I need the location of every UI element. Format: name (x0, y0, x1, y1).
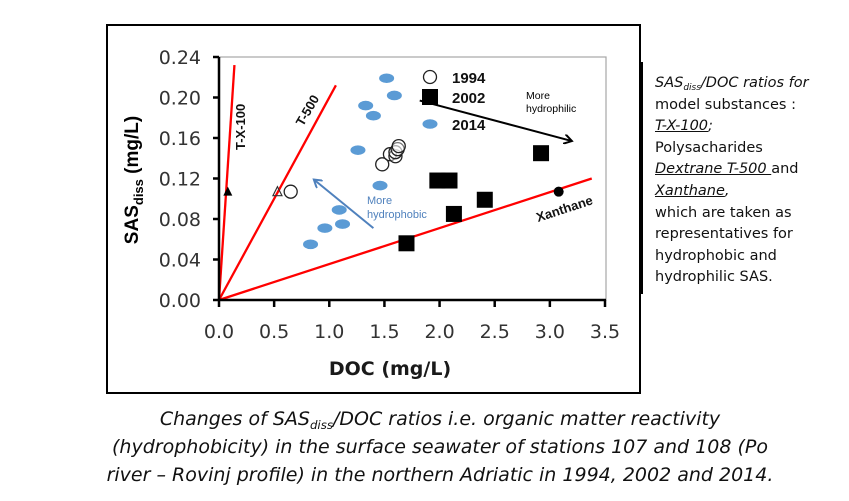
data-point-2014 (303, 239, 319, 250)
y-tick-label: 0.20 (159, 88, 201, 110)
x-tick-label: 3.0 (535, 321, 565, 343)
x-tick-label: 0.0 (204, 321, 234, 343)
marker-t-x-100 (223, 186, 233, 196)
annotation-more-hydrophobic-line2: hydrophobic (367, 209, 427, 221)
y-tick-label: 0.00 (159, 290, 201, 312)
reference-line-t-500 (217, 84, 337, 301)
xanthane-after: , (724, 182, 730, 199)
data-point-2014 (372, 180, 388, 191)
marker-xanthane (553, 186, 564, 197)
data-point-2002 (476, 191, 493, 208)
data-point-2014 (350, 145, 366, 155)
side-note-line-1: SASdiss/DOC ratios for (655, 73, 845, 95)
y-axis-label-main: SAS (122, 205, 143, 244)
caption-part2: /DOC ratios i.e. organic matter reactivi… (332, 408, 721, 430)
data-point-2002 (441, 172, 458, 189)
dextrane-after: and (771, 161, 799, 178)
data-point-2002 (429, 172, 446, 189)
reference-line-label-t-500: T-500 (293, 92, 323, 128)
x-tick-label: 1.0 (314, 321, 344, 343)
legend-label-2014: 2014 (452, 117, 486, 134)
side-note-line-9: hydrophobic and (655, 247, 777, 264)
x-tick-label: 0.5 (259, 321, 289, 343)
annotation-more-hydrophilic-line1: More (526, 90, 550, 102)
ratio-main: SAS (655, 75, 684, 91)
data-point-2014 (379, 73, 395, 84)
legend-label-1994: 1994 (452, 70, 486, 87)
caption-part1: Changes of SAS (159, 408, 310, 430)
side-note-line-5: Dextrane T-500 and (655, 159, 845, 181)
side-note-line-6: Xanthane, (655, 181, 845, 203)
y-tick-label: 0.04 (159, 250, 201, 272)
x-tick-label: 2.5 (480, 321, 510, 343)
caption-line-1: Changes of SASdiss/DOC ratios i.e. organ… (60, 405, 820, 433)
y-tick-label: 0.08 (159, 209, 201, 231)
data-point-2014 (335, 219, 351, 229)
side-note-line-4: Polysacharides (655, 139, 763, 156)
data-point-1994 (283, 184, 298, 199)
data-point-2002 (533, 145, 550, 162)
y-tick-label: 0.12 (159, 169, 201, 191)
x-tick-label: 3.5 (590, 321, 620, 343)
marker-t-500 (271, 185, 283, 197)
figure-frame (106, 24, 641, 394)
txx-name: T-X-100 (655, 118, 709, 135)
reference-line-t-x-100 (217, 65, 236, 301)
legend-marker-2002 (422, 89, 438, 105)
data-point-2014 (365, 110, 381, 121)
legend-label-2002: 2002 (452, 90, 485, 107)
legend-marker-1994 (422, 69, 438, 85)
data-point-2002 (398, 235, 415, 252)
side-note-divider (641, 62, 643, 294)
xanthane-name: Xanthane (655, 182, 725, 199)
legend-marker-2014 (422, 119, 438, 129)
side-note: SASdiss/DOC ratios for model substances … (655, 73, 845, 289)
txx-after: ; (708, 118, 713, 135)
caption-line-3: river – Rovinj profile) in the northern … (106, 464, 774, 486)
x-tick-label: 2.0 (424, 321, 454, 343)
y-tick-label: 0.24 (159, 47, 201, 69)
caption-line-2: (hydrophobicity) in the surface seawater… (112, 436, 768, 458)
dextrane-name: Dextrane T-500 (655, 161, 772, 178)
reference-line-label-t-x-100: T-X-100 (233, 104, 248, 150)
data-point-2014 (317, 223, 333, 233)
y-axis-label: SASdiss (mg/L) (122, 116, 146, 244)
figure-caption: Changes of SASdiss/DOC ratios i.e. organ… (60, 405, 820, 489)
side-note-line-10: hydrophilic SAS. (655, 269, 773, 286)
side-note-line-3: T-X-100; (655, 116, 845, 138)
reference-line-label-xanthane: Xanthane (534, 193, 594, 225)
caption-sub: diss (309, 418, 333, 433)
side-note-line-2: model substances : (655, 96, 796, 113)
side-note-line-8: representatives for (655, 226, 793, 243)
arrow-more-hydrophilic (419, 99, 572, 142)
y-axis-label-unit: (mg/L) (122, 116, 143, 179)
x-tick-label: 1.5 (369, 321, 399, 343)
data-point-2014 (331, 205, 347, 215)
y-axis-label-sub: diss (131, 179, 146, 205)
ratio-sub: diss (683, 83, 701, 94)
data-point-1994 (375, 157, 390, 172)
data-point-2014 (358, 100, 374, 111)
ratio-rest: /DOC ratios for (700, 75, 809, 91)
data-point-2002 (445, 205, 462, 222)
x-axis-label: DOC (mg/L) (329, 358, 451, 380)
annotation-more-hydrophobic-line1: More (367, 195, 392, 207)
data-point-2014 (386, 90, 402, 101)
y-tick-label: 0.16 (159, 128, 201, 150)
data-point-1994 (391, 138, 406, 154)
side-note-line-7: which are taken as (655, 204, 792, 221)
annotation-more-hydrophilic-line2: hydrophilic (526, 103, 576, 115)
arrow-more-hydrophobic (314, 180, 375, 229)
